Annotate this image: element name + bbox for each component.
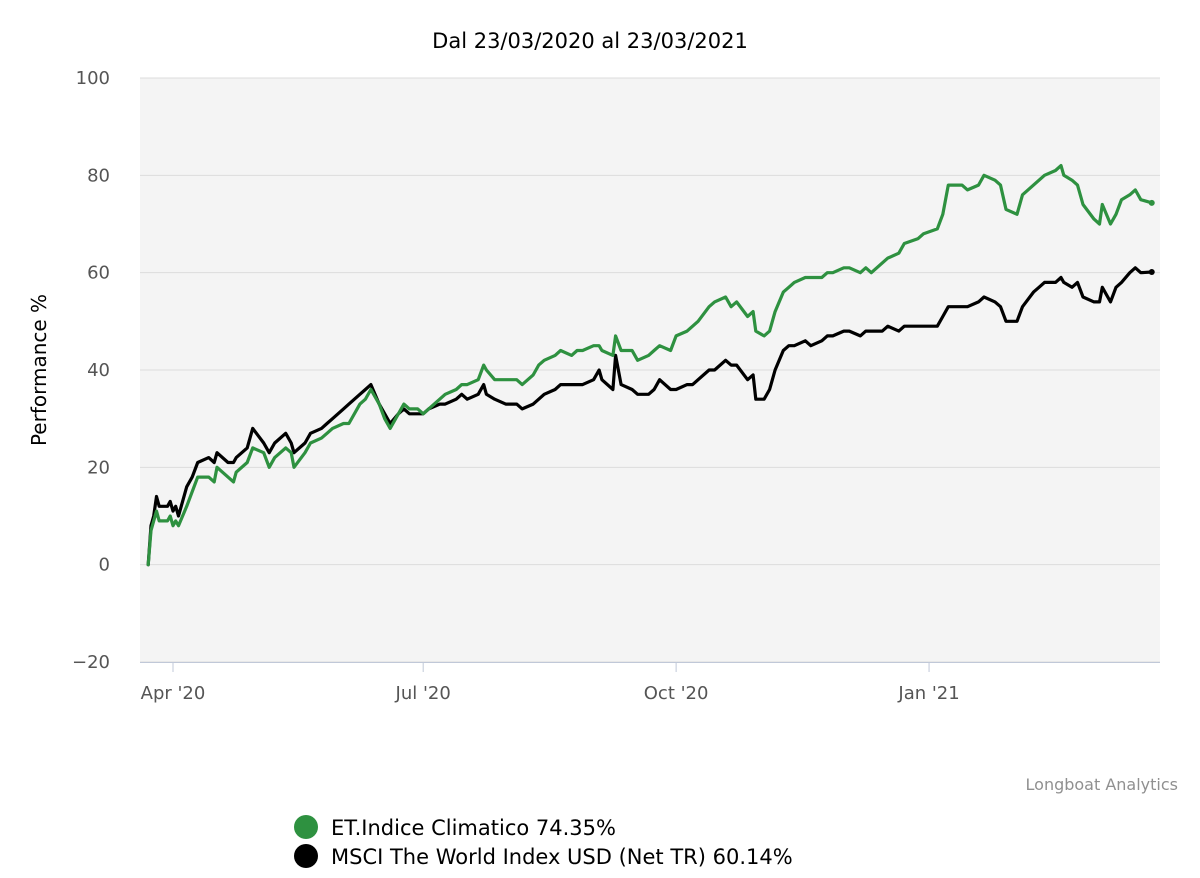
legend-marker [294,844,318,868]
x-tick-label: Jan '21 [897,683,959,704]
x-tick-label: Jul '20 [395,683,451,704]
legend-item[interactable]: MSCI The World Index USD (Net TR) 60.14% [294,844,793,869]
x-tick-label: Apr '20 [141,683,206,704]
series-end-point [1148,199,1155,206]
legend-item[interactable]: ET.Indice Climatico 74.35% [294,815,616,840]
y-axis-label: Performance % [27,294,51,446]
series-line [146,164,1154,567]
x-tick-label: Oct '20 [644,683,709,704]
legend-marker [294,815,318,839]
y-tick-label: 60 [87,263,110,284]
y-tick-label: −20 [72,652,110,673]
legend-label: ET.Indice Climatico 74.35% [331,816,616,840]
series-lines [146,164,1155,567]
y-axis-ticks: −20 0 20 40 60 80 100 [72,68,110,673]
y-tick-label: 20 [87,457,110,478]
y-tick-label: 80 [87,165,110,186]
legend-label: MSCI The World Index USD (Net TR) 60.14% [331,845,793,869]
legend[interactable]: ET.Indice Climatico 74.35% MSCI The World… [294,815,793,869]
series-line [146,266,1154,567]
y-tick-label: 0 [99,555,110,576]
y-tick-label: 40 [87,360,110,381]
series-end-point [1148,268,1155,275]
credit-label: Longboat Analytics [1026,775,1178,794]
y-tick-label: 100 [76,68,110,89]
chart-title: Dal 23/03/2020 al 23/03/2021 [432,29,748,53]
x-axis: Apr '20 Jul '20 Oct '20 Jan '21 [140,662,1160,704]
